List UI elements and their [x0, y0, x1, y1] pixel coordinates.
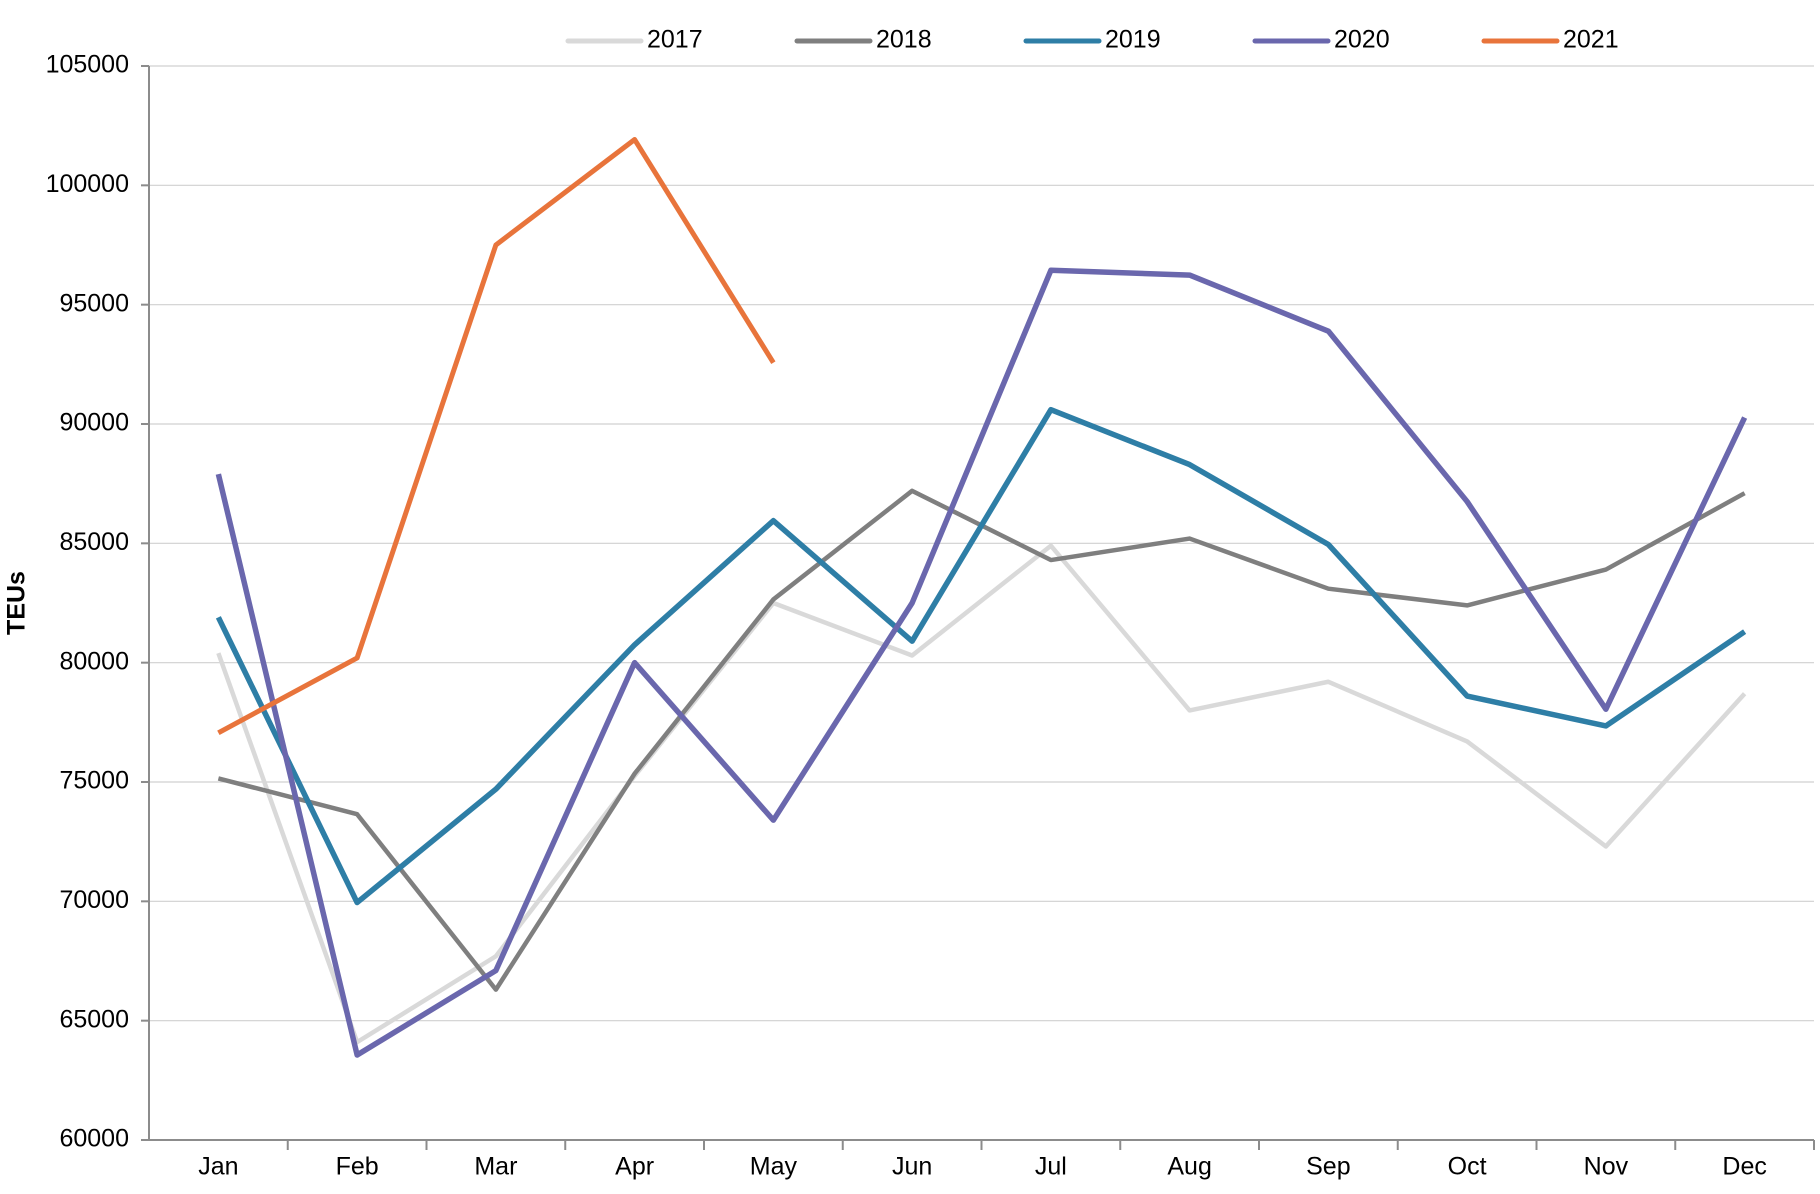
y-tick-label: 90000	[59, 409, 129, 437]
legend-label: 2021	[1563, 26, 1619, 54]
x-tick-label: Apr	[615, 1153, 654, 1181]
series-line	[215, 267, 1748, 1058]
series-line	[217, 488, 1746, 992]
legend-label: 2018	[876, 26, 932, 54]
y-tick-label: 85000	[59, 528, 129, 556]
y-tick-label: 100000	[46, 170, 129, 198]
y-tick-label: 95000	[59, 289, 129, 317]
y-tick-label: 105000	[46, 51, 129, 79]
y-tick-label: 70000	[59, 886, 129, 914]
y-tick-label: 60000	[59, 1125, 129, 1153]
y-axis-label: TEUs	[3, 571, 31, 635]
x-tick-label: May	[750, 1153, 798, 1181]
x-tick-label: Oct	[1448, 1153, 1487, 1181]
x-tick-label: Nov	[1584, 1153, 1629, 1181]
x-tick-label: Mar	[474, 1153, 517, 1181]
legend-label: 2019	[1105, 26, 1161, 54]
series-line	[217, 137, 776, 736]
y-tick-label: 80000	[59, 647, 129, 675]
series-line	[216, 543, 1747, 1045]
series-line	[215, 406, 1747, 906]
legend-label: 2017	[647, 26, 703, 54]
x-tick-label: Sep	[1306, 1153, 1350, 1181]
legend-label: 2020	[1334, 26, 1390, 54]
y-tick-label: 65000	[59, 1005, 129, 1033]
x-tick-label: Jan	[198, 1153, 238, 1181]
x-tick-label: Jul	[1035, 1153, 1067, 1181]
y-tick-label: 75000	[59, 767, 129, 795]
x-tick-label: Feb	[336, 1153, 379, 1181]
x-tick-label: Dec	[1722, 1153, 1766, 1181]
x-tick-label: Jun	[892, 1153, 932, 1181]
x-tick-label: Aug	[1167, 1153, 1211, 1181]
